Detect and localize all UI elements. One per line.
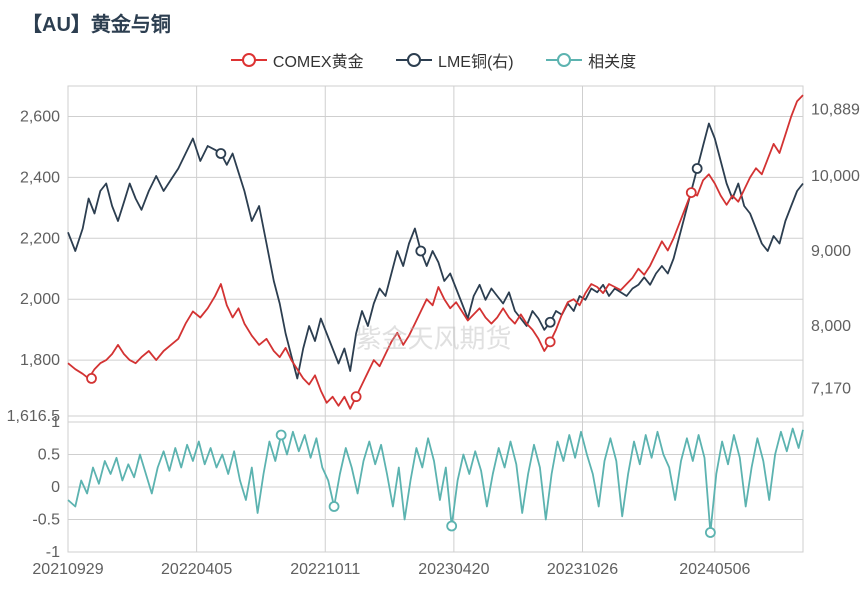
marker-gold <box>352 392 361 401</box>
xtick-label: 20231026 <box>547 561 618 578</box>
ytick-corr: -0.5 <box>32 512 60 529</box>
ytick-corr: 1 <box>51 414 60 431</box>
legend-label-copper: LME铜(右) <box>438 48 514 72</box>
xtick-label: 20210929 <box>32 561 103 578</box>
marker-corr <box>706 528 715 537</box>
marker-gold <box>687 188 696 197</box>
chart-title: 【AU】黄金与铜 <box>22 8 171 37</box>
ytick-corr: 0.5 <box>38 447 60 464</box>
ytick-left: 2,600 <box>20 108 60 125</box>
legend-item-gold: COMEX黄金 <box>231 48 364 72</box>
legend-label-corr: 相关度 <box>588 48 636 72</box>
chart-area: 1,616.51,8002,0002,2002,4002,6007,1708,0… <box>0 80 867 593</box>
ytick-left: 2,400 <box>20 169 60 186</box>
series-gold <box>68 95 803 409</box>
xtick-label: 20240506 <box>679 561 750 578</box>
ytick-right: 10,000 <box>811 168 860 185</box>
ytick-right: 9,000 <box>811 243 851 260</box>
xtick-label: 20230420 <box>418 561 489 578</box>
marker-copper <box>693 164 702 173</box>
ytick-left: 2,000 <box>20 291 60 308</box>
legend-marker-corr <box>546 53 582 67</box>
marker-gold <box>87 374 96 383</box>
xtick-label: 20220405 <box>161 561 232 578</box>
legend: COMEX黄金 LME铜(右) 相关度 <box>0 48 867 72</box>
marker-copper <box>546 318 555 327</box>
ytick-left: 2,200 <box>20 230 60 247</box>
xtick-label: 20221011 <box>290 561 360 578</box>
marker-corr <box>330 502 339 511</box>
series-copper <box>68 124 803 379</box>
ytick-right: 7,170 <box>811 380 851 397</box>
marker-corr <box>277 431 286 440</box>
ytick-left: 1,800 <box>20 352 60 369</box>
legend-marker-gold <box>231 53 267 67</box>
legend-marker-copper <box>396 53 432 67</box>
ytick-corr: 0 <box>51 479 60 496</box>
series-corr <box>68 429 803 533</box>
ytick-right: 10,889 <box>811 101 860 118</box>
marker-copper <box>216 149 225 158</box>
marker-gold <box>546 337 555 346</box>
marker-corr <box>447 522 456 531</box>
chart-svg: 1,616.51,8002,0002,2002,4002,6007,1708,0… <box>0 80 867 593</box>
ytick-right: 8,000 <box>811 318 851 335</box>
legend-label-gold: COMEX黄金 <box>273 48 364 72</box>
ytick-corr: -1 <box>46 544 60 561</box>
legend-item-corr: 相关度 <box>546 48 636 72</box>
marker-copper <box>416 247 425 256</box>
legend-item-copper: LME铜(右) <box>396 48 514 72</box>
